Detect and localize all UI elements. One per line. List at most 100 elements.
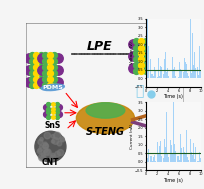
Bar — [161, 153, 162, 162]
Bar — [184, 153, 185, 162]
Bar — [179, 69, 180, 78]
Bar — [185, 64, 186, 78]
Bar — [184, 62, 185, 78]
Circle shape — [52, 138, 59, 144]
Bar — [179, 133, 180, 162]
Ellipse shape — [86, 103, 124, 118]
Bar — [168, 152, 169, 162]
Circle shape — [50, 155, 55, 161]
Bar — [199, 70, 200, 78]
Bar — [193, 52, 194, 78]
Bar — [199, 158, 200, 162]
Circle shape — [54, 151, 60, 157]
Circle shape — [43, 142, 47, 146]
Bar — [148, 75, 149, 78]
Circle shape — [60, 138, 64, 142]
Bar — [166, 68, 167, 78]
Bar — [161, 62, 162, 78]
Bar — [160, 67, 161, 78]
Bar — [147, 149, 148, 162]
Bar — [178, 62, 179, 78]
Bar — [197, 75, 198, 78]
Circle shape — [42, 147, 48, 153]
Bar — [177, 77, 178, 78]
Bar — [192, 65, 193, 78]
Bar — [148, 151, 149, 162]
Text: ✋: ✋ — [135, 84, 143, 98]
Circle shape — [51, 135, 54, 138]
Bar — [186, 73, 187, 78]
Bar — [192, 143, 193, 162]
Bar — [147, 46, 148, 78]
Circle shape — [51, 140, 54, 143]
Bar — [146, 158, 147, 162]
Bar — [185, 130, 186, 162]
Circle shape — [44, 149, 51, 156]
Text: LPE: LPE — [86, 40, 112, 53]
Bar — [153, 155, 154, 162]
Bar — [167, 76, 168, 78]
Bar — [174, 151, 175, 162]
Circle shape — [53, 132, 61, 139]
Bar — [175, 156, 176, 162]
Bar — [162, 73, 163, 78]
Bar — [153, 67, 154, 78]
Bar — [160, 156, 161, 162]
Bar — [170, 153, 171, 162]
Bar — [182, 153, 183, 162]
Bar — [149, 149, 150, 162]
Bar — [170, 73, 171, 78]
Bar — [158, 156, 159, 162]
Bar — [155, 53, 156, 78]
Text: PDMS: PDMS — [42, 85, 63, 90]
Bar — [187, 76, 188, 78]
Bar — [168, 73, 169, 78]
Y-axis label: Voltage (V): Voltage (V) — [129, 42, 133, 64]
Bar — [167, 157, 168, 162]
Bar — [163, 157, 164, 162]
Circle shape — [40, 156, 45, 160]
Bar — [150, 68, 151, 78]
Bar — [181, 141, 182, 162]
Circle shape — [43, 143, 48, 149]
Bar — [158, 58, 159, 78]
Circle shape — [38, 154, 46, 161]
Bar — [198, 152, 199, 162]
Text: S-TENG: S-TENG — [85, 127, 124, 137]
Circle shape — [39, 145, 42, 148]
Bar — [162, 160, 163, 162]
Circle shape — [44, 149, 49, 155]
X-axis label: Time (s): Time (s) — [163, 94, 182, 99]
Circle shape — [41, 153, 45, 156]
Bar — [174, 76, 175, 78]
Bar — [172, 69, 173, 78]
Bar — [151, 72, 152, 78]
Bar — [177, 156, 178, 162]
Text: SnS: SnS — [44, 121, 61, 130]
Circle shape — [35, 131, 66, 162]
Bar — [156, 158, 157, 162]
Bar — [194, 68, 195, 78]
Y-axis label: Current (nA): Current (nA) — [129, 123, 133, 149]
Ellipse shape — [76, 103, 134, 134]
X-axis label: Time (s): Time (s) — [163, 178, 182, 183]
Bar — [194, 147, 195, 162]
Bar — [178, 160, 179, 162]
Circle shape — [57, 149, 63, 156]
Bar — [182, 66, 183, 78]
Bar — [155, 154, 156, 162]
Bar — [149, 77, 150, 78]
Bar — [163, 64, 164, 78]
Bar — [173, 144, 174, 162]
Bar — [166, 154, 167, 162]
Bar — [186, 157, 187, 162]
Circle shape — [44, 132, 50, 139]
Bar — [191, 33, 192, 78]
Bar — [180, 148, 181, 162]
Bar — [187, 160, 188, 162]
Bar — [150, 161, 151, 162]
Bar — [165, 112, 166, 162]
Bar — [169, 62, 170, 78]
Circle shape — [43, 143, 48, 149]
Circle shape — [37, 149, 42, 154]
